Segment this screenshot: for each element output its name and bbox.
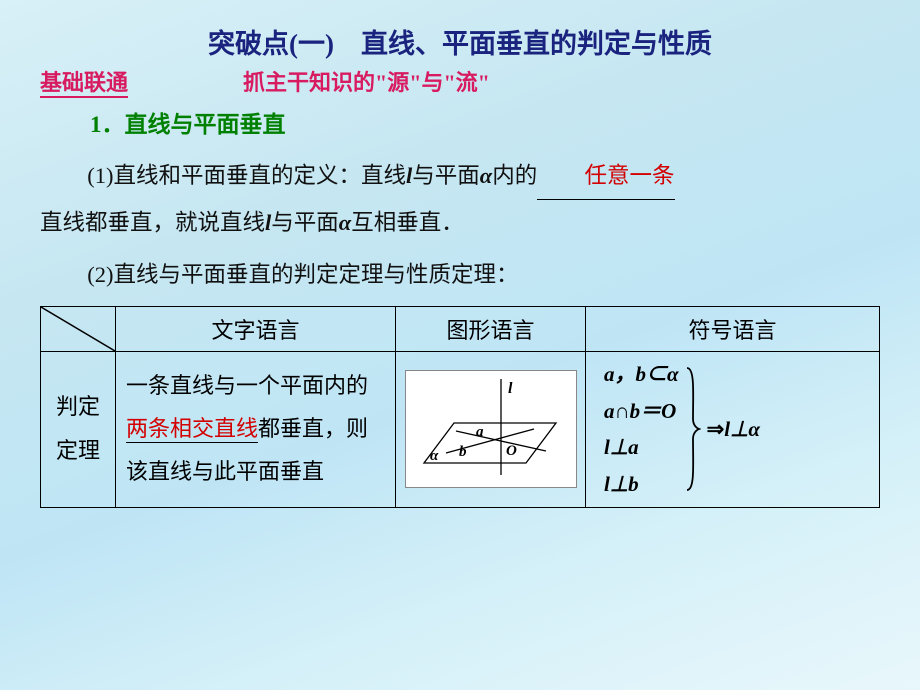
subtitle-left-a: 基础 xyxy=(40,70,84,95)
symbol-result: ⇒l⊥α xyxy=(707,417,760,442)
theorem-table: 文字语言 图形语言 符号语言 判定 定理 一条直线与一个平面内的 两条相交直线都… xyxy=(40,306,880,507)
p1-mid2: 内的 xyxy=(492,163,537,188)
main-title: 突破点(一) 直线、平面垂直的判定与性质 xyxy=(40,22,880,61)
paragraph-1: (1)直线和平面垂直的定义：直线l与平面α内的任意一条 直线都垂直，就说直线l与… xyxy=(40,153,880,246)
sym-line-3: l⊥a xyxy=(604,431,679,464)
sym-line-1: a，b⊂α xyxy=(604,358,679,391)
heading-1: 1．直线与平面垂直 xyxy=(90,105,880,139)
symbol-conditions: a，b⊂α a∩b＝O l⊥a l⊥b xyxy=(604,358,679,500)
p1-tail: 互相垂直． xyxy=(351,210,464,235)
header-symbol-lang: 符号语言 xyxy=(586,307,880,352)
diagram-label-alpha: α xyxy=(430,448,439,464)
text-blank: 两条相交直线 xyxy=(126,416,258,443)
symbol-lang-cell: a，b⊂α a∩b＝O l⊥a l⊥b ⇒l⊥α xyxy=(586,352,880,507)
header-diagonal-cell xyxy=(41,307,116,352)
paragraph-2: (2)直线与平面垂直的判定定理与性质定理： xyxy=(40,252,880,298)
slide: 突破点(一) 直线、平面垂直的判定与性质 基础联通 抓主干知识的"源"与"流" … xyxy=(0,0,920,690)
diagram-label-a: a xyxy=(476,424,484,440)
diagonal-line-icon xyxy=(41,307,115,351)
header-text-lang: 文字语言 xyxy=(116,307,396,352)
subtitle-row: 基础联通 抓主干知识的"源"与"流" xyxy=(40,65,880,97)
text-t1: 一条直线与一个平面内的 xyxy=(126,373,368,398)
sym-arrow: ⇒ xyxy=(707,417,725,441)
figure-cell: l a b α O xyxy=(396,352,586,507)
header-figure-lang: 图形语言 xyxy=(396,307,586,352)
symbol-wrap: a，b⊂α a∩b＝O l⊥a l⊥b ⇒l⊥α xyxy=(604,358,871,500)
p1-mid1: 与平面 xyxy=(412,163,480,188)
diagram-label-o: O xyxy=(506,443,517,459)
row-label-cell: 判定 定理 xyxy=(41,352,116,507)
figure-diagram: l a b α O xyxy=(405,370,577,488)
p1-var-a2: α xyxy=(339,210,351,235)
p1-mid3: 与平面 xyxy=(271,210,339,235)
table-row: 判定 定理 一条直线与一个平面内的 两条相交直线都垂直，则该直线与此平面垂直 l… xyxy=(41,352,880,507)
sym-line-4: l⊥b xyxy=(604,468,679,501)
p1-var-a: α xyxy=(480,163,492,188)
table-header-row: 文字语言 图形语言 符号语言 xyxy=(41,307,880,352)
diagram-label-b: b xyxy=(459,444,467,460)
subtitle-left-b: 联通 xyxy=(84,70,128,95)
diagram-label-l: l xyxy=(508,380,513,397)
body-text: (1)直线和平面垂直的定义：直线l与平面α内的任意一条 直线都垂直，就说直线l与… xyxy=(40,153,880,298)
p1-after: 直线都垂直，就说直线 xyxy=(40,210,265,235)
plane-line-diagram-icon: l a b α O xyxy=(406,371,576,481)
text-lang-cell: 一条直线与一个平面内的 两条相交直线都垂直，则该直线与此平面垂直 xyxy=(116,352,396,507)
right-brace-icon xyxy=(685,364,701,494)
p1-prefix: (1)直线和平面垂直的定义：直线 xyxy=(87,163,406,188)
sym-result-expr: l⊥α xyxy=(724,417,760,441)
sym-line-2: a∩b＝O xyxy=(604,395,679,428)
subtitle-right: 抓主干知识的"源"与"流" xyxy=(243,65,490,97)
subtitle-left: 基础联通 xyxy=(40,65,128,97)
p1-blank: 任意一条 xyxy=(537,153,674,200)
p1-blank-text: 任意一条 xyxy=(585,163,675,188)
